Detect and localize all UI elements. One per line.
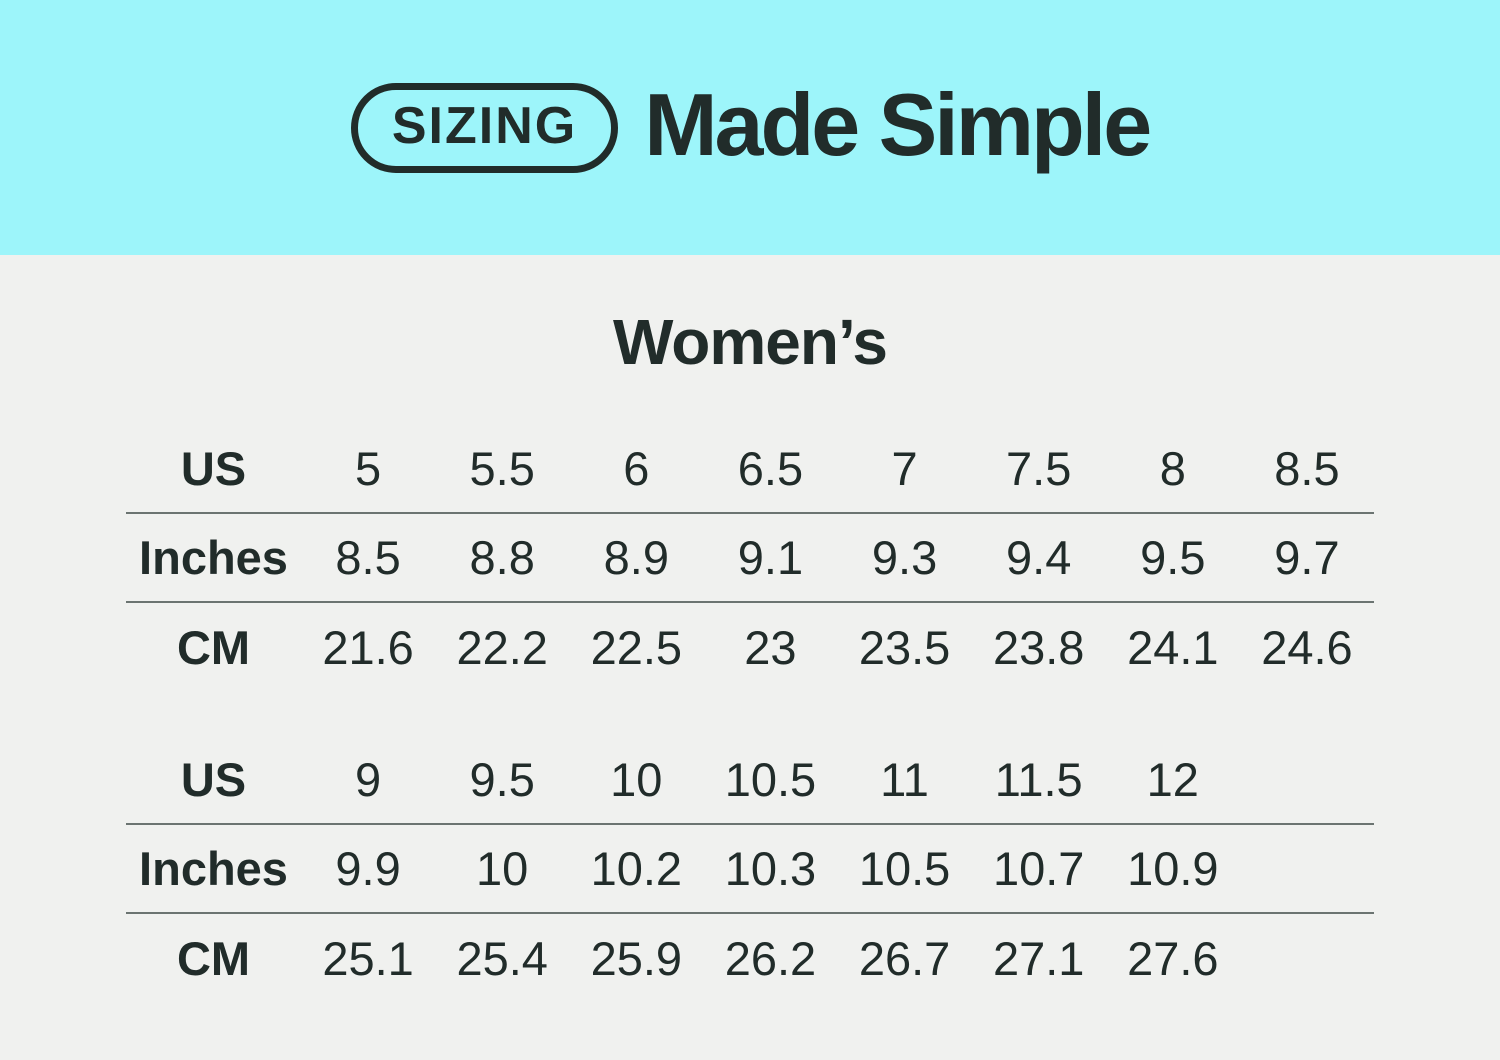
table-row-cm: CM 21.6 22.2 22.5 23 23.5 23.8 24.1 24.6 xyxy=(126,603,1374,692)
size-cell: 7.5 xyxy=(1006,442,1072,495)
size-cell: 26.2 xyxy=(724,932,817,985)
size-cell: 12 xyxy=(1146,753,1199,806)
row-label-cm: CM xyxy=(176,621,251,674)
page-title: Made Simple xyxy=(644,74,1152,174)
size-cell: 11.5 xyxy=(994,753,1083,806)
size-cell: 5.5 xyxy=(469,442,535,495)
size-cell: 22.2 xyxy=(456,621,548,674)
row-label-inches: Inches xyxy=(139,531,288,584)
size-cell: 10 xyxy=(610,753,663,806)
size-cell: 8.8 xyxy=(469,531,535,584)
size-cell: 7 xyxy=(891,442,918,495)
size-cell: 23.8 xyxy=(992,621,1085,674)
size-cell: 8.5 xyxy=(335,531,401,584)
size-cell: 10.7 xyxy=(992,842,1085,895)
size-cell: 27.1 xyxy=(992,932,1085,985)
size-cell: 24.1 xyxy=(1127,621,1219,674)
sizing-badge: SIZING xyxy=(350,82,619,173)
header-banner: SIZING Made Simple xyxy=(0,0,1500,255)
size-cell: 10.3 xyxy=(724,842,817,895)
size-cell: 10.5 xyxy=(724,753,817,806)
size-cell: 9.7 xyxy=(1274,531,1340,584)
row-label-us: US xyxy=(180,753,247,806)
table-row-inches: Inches 9.9 10 10.2 10.3 10.5 10.7 10.9 xyxy=(126,825,1374,914)
size-cell: 10 xyxy=(476,842,529,895)
size-cell: 25.1 xyxy=(322,932,414,985)
size-cell: 21.6 xyxy=(322,621,414,674)
size-cell: 8.5 xyxy=(1274,442,1340,495)
sizing-badge-label: SIZING xyxy=(391,96,578,155)
size-cell: 8 xyxy=(1159,442,1186,495)
size-cell: 9.5 xyxy=(469,753,535,806)
size-cell: 8.9 xyxy=(603,531,669,584)
size-cell: 25.4 xyxy=(456,932,548,985)
size-cell: 26.7 xyxy=(858,932,951,985)
table-row-us: US 5 5.5 6 6.5 7 7.5 8 8.5 xyxy=(126,425,1374,514)
row-label-cm: CM xyxy=(176,932,251,985)
section-title: Women’s xyxy=(613,306,888,378)
size-cell: 9.4 xyxy=(1006,531,1072,584)
size-table-us-9-to-12: US 9 9.5 10 10.5 11 11.5 12 Inches 9.9 10 10.2 10.3 1… xyxy=(126,736,1374,1003)
size-cell: 27.6 xyxy=(1127,932,1219,985)
size-cell: 23.5 xyxy=(858,621,951,674)
size-cell: 24.6 xyxy=(1261,621,1353,674)
row-label-inches: Inches xyxy=(139,842,288,895)
size-cell: 10.2 xyxy=(590,842,683,895)
size-cell: 5 xyxy=(354,442,382,495)
size-tables: US 5 5.5 6 6.5 7 7.5 8 8.5 Inches 8.5 8.8 8.9 9.1 9.3 9… xyxy=(126,425,1374,1003)
size-cell: 22.5 xyxy=(590,621,683,674)
size-cell: 6 xyxy=(623,442,650,495)
size-cell: 10.9 xyxy=(1127,842,1219,895)
size-cell: 9.3 xyxy=(871,531,938,584)
size-cell: 9 xyxy=(354,753,382,806)
table-row-cm: CM 25.1 25.4 25.9 26.2 26.7 27.1 27.6 xyxy=(126,914,1374,1003)
row-label-us: US xyxy=(180,442,247,495)
size-table-us-5-to-8.5: US 5 5.5 6 6.5 7 7.5 8 8.5 Inches 8.5 8.8 8.9 9.1 9.3 9… xyxy=(126,425,1374,692)
table-row-us: US 9 9.5 10 10.5 11 11.5 12 xyxy=(126,736,1374,825)
size-cell: 25.9 xyxy=(590,932,683,985)
size-cell: 23 xyxy=(744,621,797,674)
size-cell: 9.1 xyxy=(737,531,804,584)
size-cell: 11 xyxy=(880,753,929,806)
size-cell: 10.5 xyxy=(858,842,951,895)
size-cell: 6.5 xyxy=(737,442,804,495)
size-cell: 9.5 xyxy=(1140,531,1206,584)
table-row-inches: Inches 8.5 8.8 8.9 9.1 9.3 9.4 9.5 9.7 xyxy=(126,514,1374,603)
size-cell: 9.9 xyxy=(335,842,401,895)
